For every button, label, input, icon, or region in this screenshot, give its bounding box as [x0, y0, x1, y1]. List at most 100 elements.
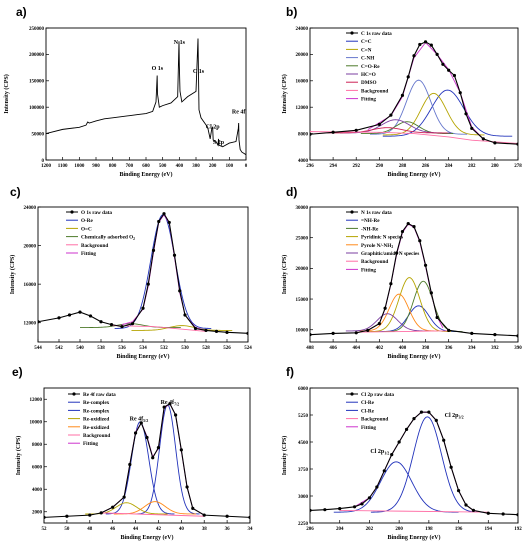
data-point: [191, 506, 195, 510]
y-tick-label: 12000: [296, 106, 309, 111]
series-dmso: [327, 127, 448, 134]
plot-area: [46, 38, 246, 156]
legend-entry: Background: [361, 417, 388, 423]
y-tick-label: 2250: [298, 522, 309, 527]
plot-frame: [309, 206, 519, 343]
peak-label: C 1s: [193, 69, 205, 75]
data-point: [122, 495, 126, 499]
x-tick-label: 282: [468, 164, 476, 169]
series-c-c: [382, 89, 513, 137]
data-point: [99, 320, 103, 324]
data-point: [423, 40, 428, 44]
x-tick-label: 300: [192, 164, 200, 169]
legend-entry: Fitting: [361, 425, 376, 431]
x-tick-label: 536: [118, 346, 126, 351]
data-point: [145, 435, 149, 440]
y-axis-label: Intensity (CPS): [281, 255, 288, 295]
data-point: [375, 485, 379, 489]
data-point: [128, 462, 132, 467]
plot-frame: [309, 387, 519, 524]
x-tick-label: 42: [156, 527, 162, 532]
x-tick-label: 540: [76, 346, 84, 351]
legend: Re 4f raw data Re-complex Re-complex Re-oxi…: [68, 392, 116, 447]
data-point: [377, 122, 381, 126]
data-point: [38, 320, 40, 324]
data-point: [516, 142, 518, 146]
y-tick-label: 15000: [296, 298, 309, 303]
data-point: [493, 141, 497, 145]
chart-panel-1: a)1200 1100 1000 900 800 700 600 500 400 300 200 10…: [3, 5, 248, 178]
y-tick-label: 3000: [298, 495, 309, 500]
data-point: [331, 130, 335, 134]
data-point: [310, 333, 312, 337]
legend: N 1s raw data =NH-Re -NH-Re Pyridinic N spe…: [346, 210, 419, 273]
series-fitting: [101, 403, 205, 516]
series-re-oxidized: [85, 502, 168, 515]
y-tick-label: 100000: [29, 106, 45, 111]
peak-label: Re 4f: [232, 110, 246, 116]
data-point: [248, 515, 250, 519]
x-tick-label: 538: [97, 346, 105, 351]
x-tick-label: 528: [202, 346, 210, 351]
x-tick-label: 396: [445, 346, 453, 351]
plot-frame: [43, 387, 251, 524]
data-point: [310, 508, 312, 512]
legend-marker: [350, 31, 354, 35]
data-point: [516, 513, 518, 517]
y-tick-label: 10000: [30, 421, 43, 426]
data-point: [120, 324, 124, 329]
x-tick-label: 532: [160, 346, 168, 351]
x-tick-label: 202: [366, 527, 374, 532]
x-tick-label: 200: [395, 527, 403, 532]
data-point: [111, 505, 115, 509]
data-point: [458, 91, 462, 95]
y-tick-label: 12000: [30, 398, 43, 403]
y-tick-label: 20000: [24, 244, 37, 249]
series-pyrole-n-nh2: [359, 293, 439, 332]
data-point: [390, 453, 394, 457]
x-tick-label: 390: [514, 346, 522, 351]
legend-entry: Pyrole N/-NH2: [361, 243, 393, 249]
x-tick-label: 1000: [74, 164, 85, 169]
data-point: [338, 507, 342, 511]
series-survey: [46, 38, 246, 156]
data-point: [434, 418, 438, 422]
data-point: [441, 62, 445, 66]
series-background: [111, 325, 207, 332]
data-point: [493, 333, 497, 337]
x-tick-label: 192: [514, 527, 522, 532]
legend-entry: Background: [81, 243, 108, 249]
data-point: [464, 503, 468, 507]
y-tick-label: 16000: [24, 283, 37, 288]
x-axis-label: Binding Energy (eV): [116, 353, 169, 360]
y-tick-label: 5250: [298, 414, 309, 419]
data-point: [172, 253, 177, 257]
series-background: [101, 512, 205, 517]
series-pyridinic-n-species: [367, 277, 451, 332]
series-background: [356, 330, 449, 333]
y-axis-label: Intensity (CPS): [9, 255, 16, 295]
data-point: [447, 68, 451, 72]
y-tick-label: 24000: [24, 206, 37, 211]
legend: C 1s raw data C=C C=N C-NH C=O-Re HC=O DMSO Bac…: [346, 31, 392, 103]
plot-frame: [37, 206, 249, 343]
data-point: [88, 314, 93, 318]
x-tick-label: 530: [181, 346, 189, 351]
data-point: [139, 421, 143, 425]
y-tick-label: 150000: [29, 80, 45, 85]
data-point: [178, 289, 182, 293]
legend-entry: Background: [361, 88, 388, 94]
data-point: [65, 514, 69, 518]
y-tick-label: 6000: [298, 387, 309, 392]
y-tick-label: 2000: [32, 511, 43, 516]
data-point: [470, 126, 474, 130]
data-point: [400, 93, 405, 97]
data-point: [162, 405, 166, 409]
legend-entry: C-NH: [361, 56, 374, 62]
x-tick-label: 400: [399, 346, 407, 351]
y-axis-label: Intensity (CPS): [281, 436, 288, 476]
data-point: [435, 315, 439, 320]
data-point: [146, 282, 150, 286]
legend-entry: Re-oxidized: [83, 417, 109, 423]
x-tick-label: 526: [223, 346, 231, 351]
